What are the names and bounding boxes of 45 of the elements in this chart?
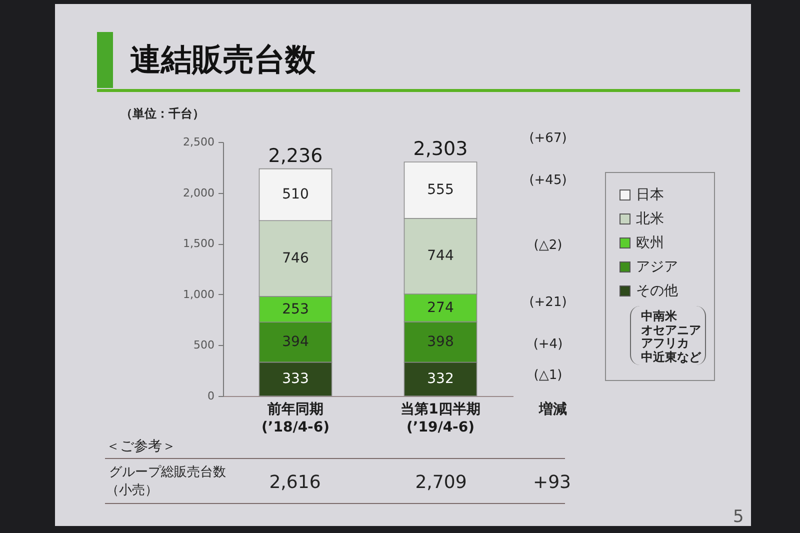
text: 中南米 [641,309,677,323]
legend-label: 欧州 [636,235,664,251]
text: ＜ご参考＞ [106,438,176,456]
text: 増減 [539,402,567,418]
y-axis-title: （単位：千台） [120,106,204,120]
data-label: 510 [282,186,309,203]
total-label: 2,303 [413,138,468,160]
data-label: 253 [282,301,309,318]
data-label: 333 [282,371,309,388]
chart-title: 連結販売台数 [130,42,316,78]
legend-label: 北米 [636,211,664,227]
y-tick-label: 500 [194,338,214,352]
y-tick-label: 0 [208,390,214,402]
data-label: 746 [282,250,309,267]
y-tick-label: 2,500 [183,136,214,148]
text: (△2) [534,238,562,254]
text: （小売） [106,483,158,499]
data-label: 332 [427,371,454,388]
data-label: 398 [427,334,454,350]
text: グループ総販売台数 [109,465,226,481]
data-label: 274 [427,300,454,316]
y-tick-label: 2,000 [183,186,214,200]
legend-label: その他 [636,283,678,299]
data-label: 555 [427,182,454,198]
text: アフリカ [641,336,689,350]
text: (+4) [533,337,563,353]
text: (△1) [534,368,562,384]
y-tick-label: 1,500 [183,237,214,250]
text: (+45) [529,173,567,189]
y-tick-label: 1,000 [183,288,214,301]
text: 2,709 [415,472,467,494]
data-label: 394 [282,334,309,350]
text: 中近東など [641,350,701,364]
x-tick-label: 前年同期 (’18/4-6) [261,402,330,436]
x-tick-label: 当第1四半期 (’19/4-6) [400,402,480,436]
text: 2,616 [269,472,321,494]
text: 5 [733,507,744,527]
legend-label: 日本 [636,187,664,203]
text: オセアニア [641,322,701,336]
total-label: 2,236 [268,144,323,167]
text: (+67) [529,131,567,147]
legend-label: アジア [636,259,678,275]
text: +93 [533,472,571,494]
text: (+21) [529,295,567,311]
data-label: 744 [427,248,454,264]
